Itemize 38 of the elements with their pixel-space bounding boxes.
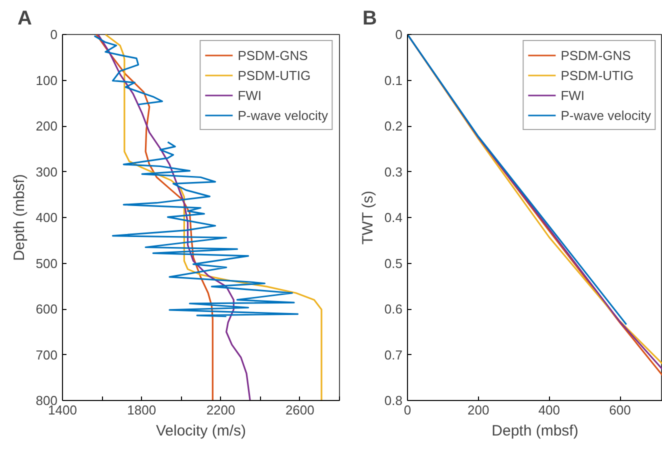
y-tick-label: 0.8 bbox=[384, 393, 403, 408]
y-tick-label: 0.1 bbox=[384, 72, 403, 88]
x-tick-label: 400 bbox=[538, 402, 560, 418]
x-tick-label: 1800 bbox=[127, 402, 156, 418]
y-tick-label: 0.2 bbox=[384, 118, 403, 134]
y-tick-label: 0.7 bbox=[384, 347, 403, 362]
legend-label: PSDM-UTIG bbox=[560, 68, 634, 82]
legend-label: P-wave velocity bbox=[560, 108, 651, 122]
legend-label: PSDM-GNS bbox=[238, 48, 308, 62]
y-tick-label: 500 bbox=[36, 256, 58, 271]
y-tick-label: 0 bbox=[50, 27, 58, 42]
y-axis-title: Depth (mbsf) bbox=[10, 174, 28, 261]
chart-title: B bbox=[362, 8, 377, 30]
legend-label: FWI bbox=[560, 88, 585, 102]
legend-label: PSDM-GNS bbox=[560, 48, 631, 62]
y-axis-title: TWT (s) bbox=[359, 190, 376, 245]
line-series bbox=[96, 34, 214, 400]
legend-label: P-wave velocity bbox=[238, 108, 328, 122]
y-tick-label: 100 bbox=[36, 72, 58, 88]
y-tick-label: 600 bbox=[36, 302, 58, 316]
x-axis-title: Depth (mbsf) bbox=[492, 422, 578, 440]
y-tick-label: 0.6 bbox=[384, 302, 403, 316]
y-tick-label: 0.4 bbox=[384, 210, 403, 225]
y-tick-label: 0 bbox=[395, 27, 403, 42]
legend-label: PSDM-UTIG bbox=[238, 68, 311, 82]
x-axis-title: Velocity (m/s) bbox=[156, 422, 246, 440]
x-tick-label: 2200 bbox=[206, 402, 236, 418]
x-tick-label: 600 bbox=[609, 402, 631, 418]
y-tick-label: 0.5 bbox=[384, 256, 403, 271]
y-tick-label: 700 bbox=[36, 347, 58, 362]
y-tick-label: 400 bbox=[36, 210, 58, 225]
legend-label: FWI bbox=[238, 88, 262, 102]
x-tick-label: 2600 bbox=[285, 402, 314, 418]
x-tick-label: 200 bbox=[467, 402, 490, 418]
y-tick-label: 300 bbox=[36, 164, 58, 180]
chart-title: A bbox=[18, 8, 32, 30]
y-tick-label: 200 bbox=[36, 118, 58, 134]
y-tick-label: 0.3 bbox=[384, 164, 403, 180]
